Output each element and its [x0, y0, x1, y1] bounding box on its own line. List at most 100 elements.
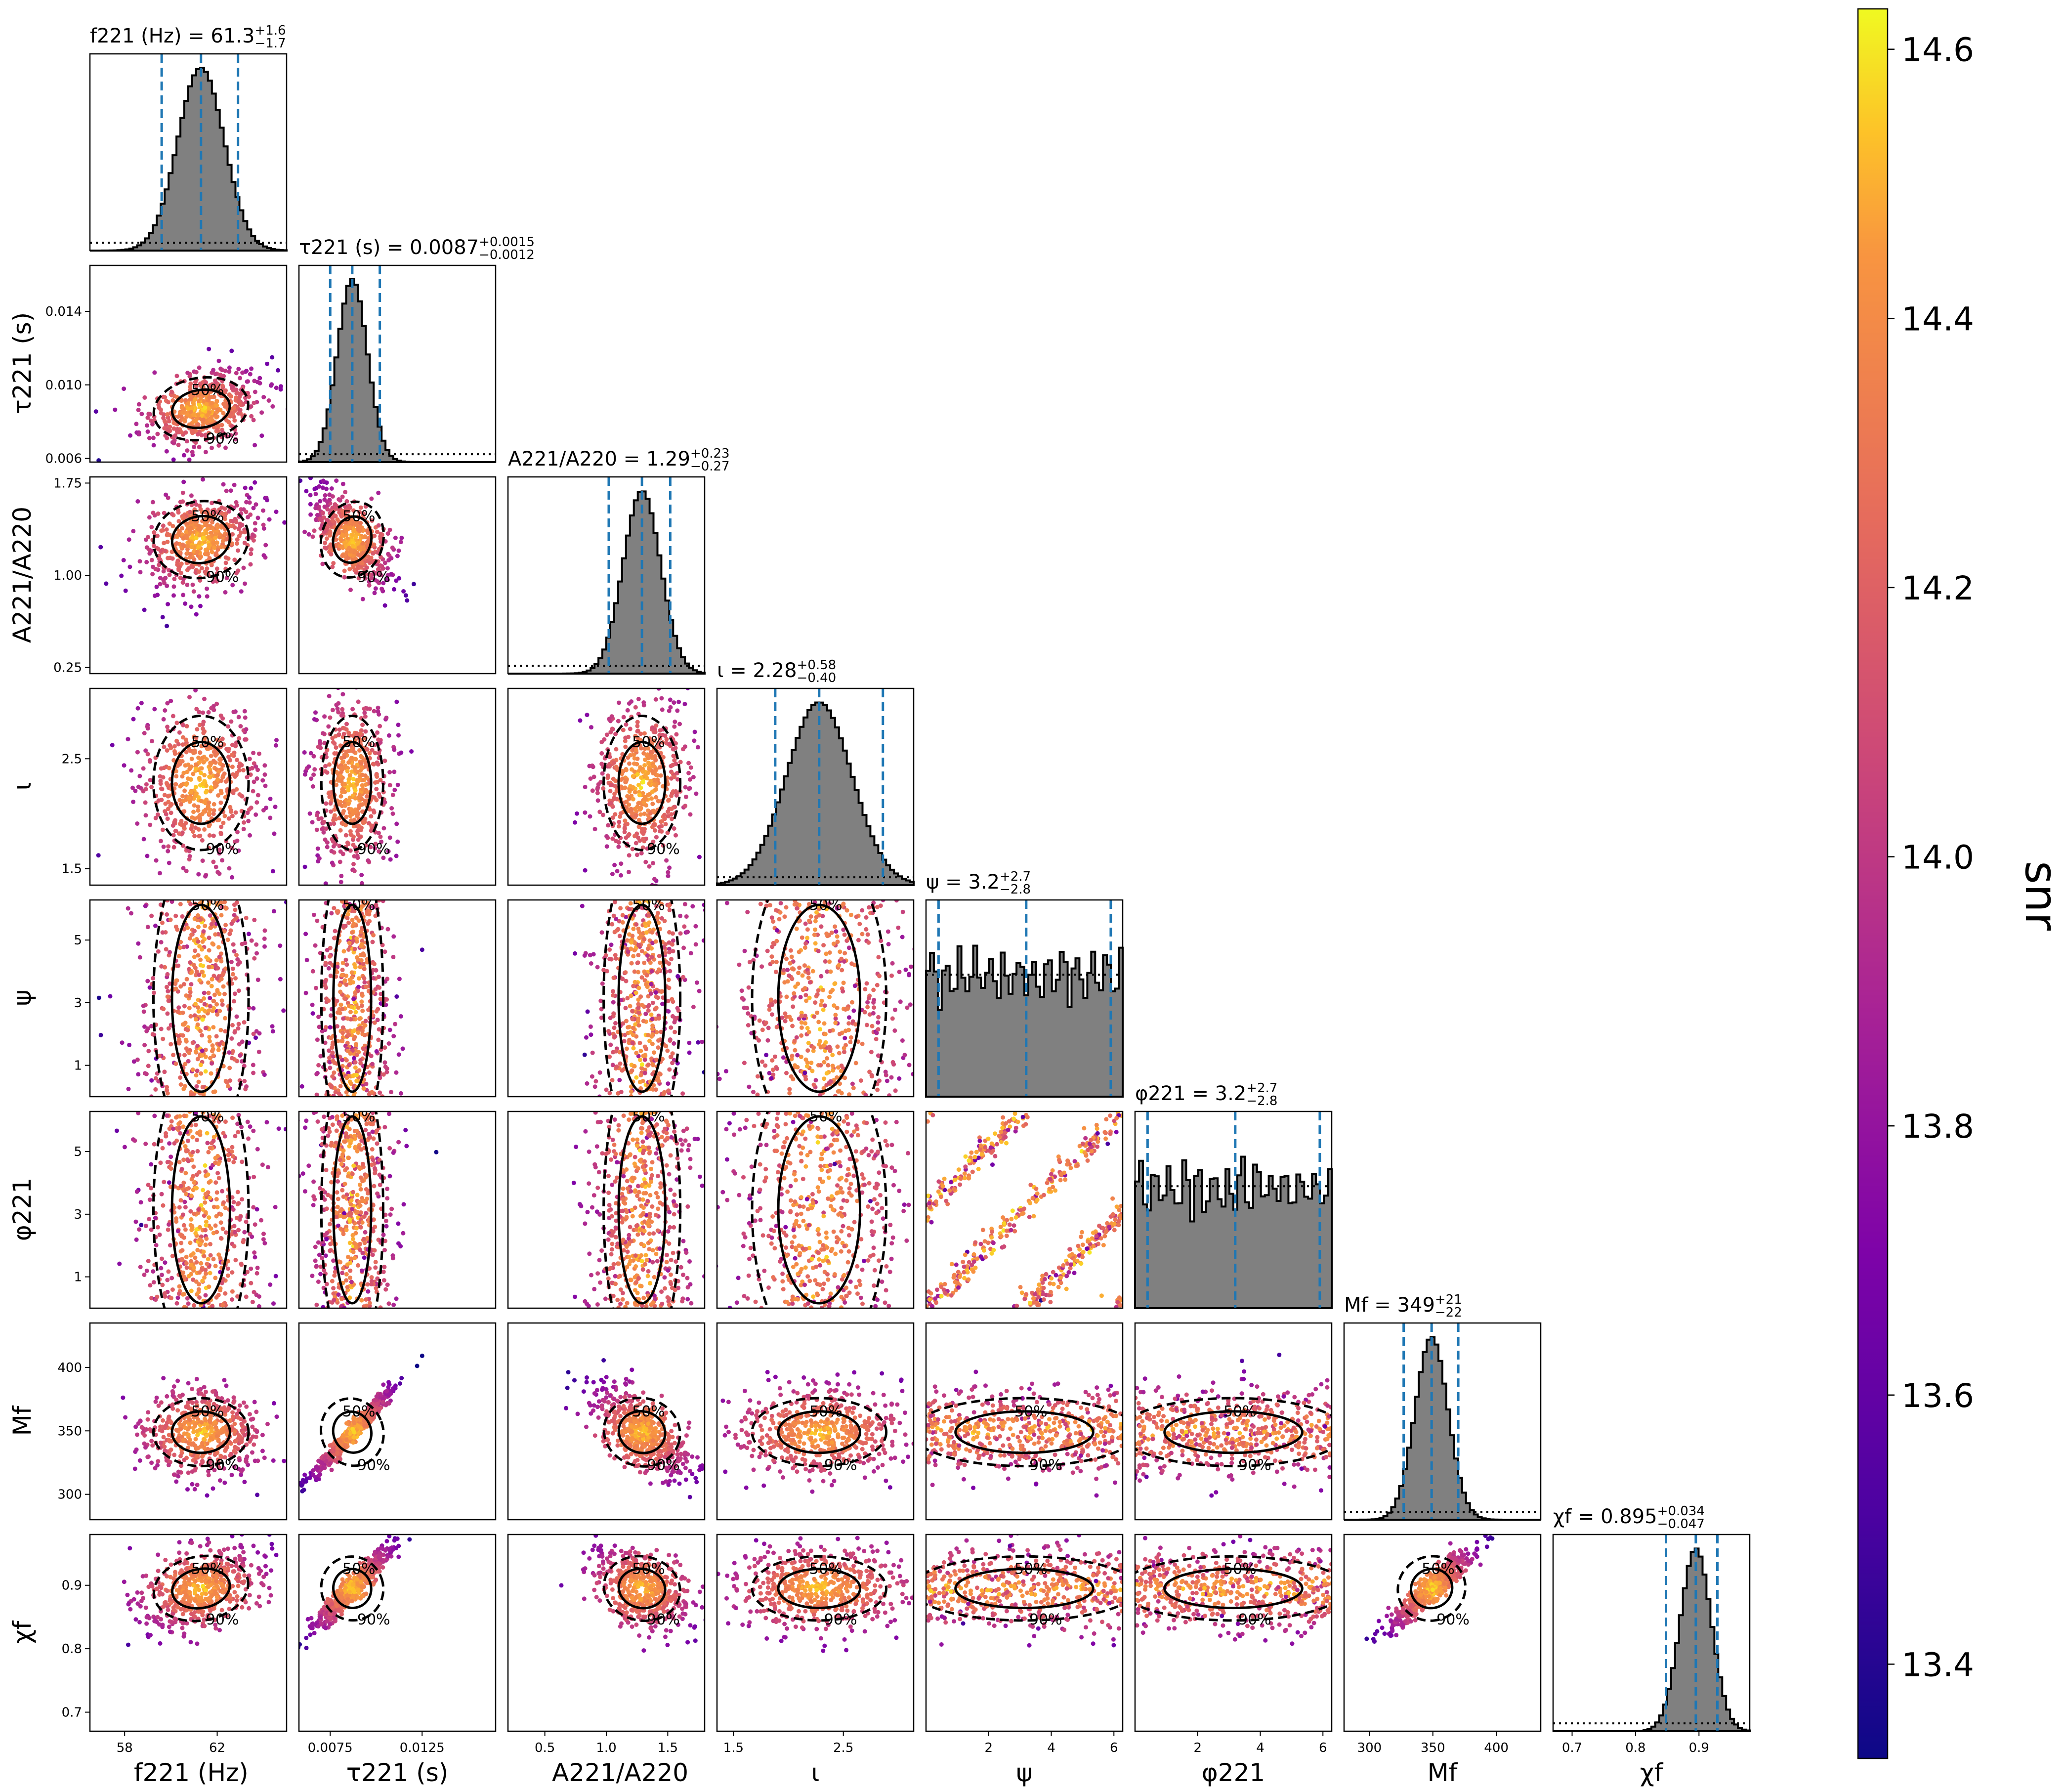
sample-point	[683, 794, 688, 799]
sample-point	[169, 389, 174, 394]
sample-point	[361, 1086, 366, 1091]
sample-point	[622, 825, 627, 830]
sample-point	[651, 809, 656, 813]
sample-point	[657, 888, 662, 892]
sample-point	[583, 784, 588, 789]
sample-point	[351, 1029, 356, 1034]
sample-point	[333, 929, 337, 934]
sample-point	[387, 733, 391, 738]
sample-point	[362, 976, 367, 981]
sample-point	[376, 709, 380, 714]
sample-point	[387, 527, 392, 532]
sample-point	[613, 1034, 618, 1039]
sample-point	[330, 708, 335, 713]
sample-point	[663, 822, 668, 827]
sample-point	[627, 832, 632, 837]
sample-point	[668, 705, 673, 710]
sample-point	[308, 502, 313, 507]
sample-point	[135, 706, 140, 711]
sample-point	[166, 989, 170, 994]
sample-point	[320, 827, 325, 832]
sample-point	[851, 1086, 856, 1090]
sample-point	[397, 977, 402, 981]
sample-point	[647, 920, 652, 925]
sample-point	[651, 764, 656, 768]
sample-point	[223, 795, 228, 800]
sample-point	[639, 949, 644, 954]
sample-point	[264, 498, 269, 503]
contour-50	[617, 903, 667, 1093]
sample-point	[197, 594, 202, 599]
sample-point	[253, 521, 257, 526]
sample-point	[165, 994, 170, 999]
sample-point	[217, 1042, 222, 1047]
sample-point	[344, 671, 348, 675]
sample-point	[196, 808, 201, 813]
sample-point	[367, 1070, 372, 1075]
sample-point	[372, 962, 377, 966]
sample-point	[369, 814, 374, 819]
sample-point	[671, 931, 675, 936]
sample-point	[367, 751, 372, 756]
sample-point	[179, 571, 183, 575]
sample-point	[202, 827, 207, 832]
sample-point	[850, 1019, 855, 1024]
sample-point	[191, 750, 196, 755]
sample-point	[223, 560, 228, 565]
sample-point	[672, 774, 677, 779]
sample-point	[343, 544, 348, 549]
sample-point	[166, 555, 170, 560]
sample-point	[205, 518, 210, 523]
sample-point	[182, 788, 187, 793]
sample-point	[637, 1079, 642, 1084]
sample-point	[233, 437, 238, 442]
sample-point	[223, 906, 228, 911]
sample-point	[634, 1051, 639, 1056]
sample-point	[589, 1032, 593, 1037]
sample-point	[170, 823, 175, 828]
sample-point	[119, 573, 124, 578]
sample-point	[238, 530, 243, 535]
sample-point	[235, 537, 240, 542]
sample-point	[362, 953, 367, 958]
sample-point	[633, 705, 638, 710]
sample-point	[328, 1025, 333, 1030]
sample-point	[227, 1050, 232, 1055]
sample-point	[186, 566, 191, 571]
sample-point	[327, 694, 332, 698]
sample-point	[850, 1081, 855, 1086]
sample-point	[228, 805, 233, 810]
sample-point	[215, 988, 220, 992]
sample-point	[400, 1046, 405, 1051]
sample-point	[678, 931, 683, 936]
sample-point	[244, 915, 249, 920]
sample-point	[330, 494, 335, 499]
sample-point	[329, 809, 333, 814]
sample-point	[193, 767, 198, 771]
sample-point	[333, 1090, 338, 1095]
sample-point	[351, 996, 356, 1001]
sample-point	[377, 1027, 381, 1032]
sample-point	[198, 396, 203, 401]
sample-point	[340, 787, 345, 792]
sample-point	[168, 917, 173, 922]
sample-point	[771, 1067, 775, 1072]
sample-point	[182, 1053, 187, 1058]
sample-point	[851, 1008, 856, 1013]
sample-point	[611, 989, 615, 994]
sample-point	[635, 720, 640, 725]
sample-point	[180, 774, 185, 779]
sample-point	[203, 874, 208, 879]
sample-point	[655, 773, 660, 778]
sample-point	[205, 548, 210, 553]
sample-point	[215, 525, 220, 530]
sample-point	[636, 970, 640, 975]
sample-point	[372, 709, 377, 714]
sample-point	[644, 973, 649, 978]
sample-point	[180, 759, 185, 764]
sample-point	[311, 912, 316, 917]
sample-point	[638, 1058, 642, 1063]
sample-point	[243, 530, 247, 535]
sample-point	[165, 912, 169, 917]
sample-point	[220, 858, 225, 863]
